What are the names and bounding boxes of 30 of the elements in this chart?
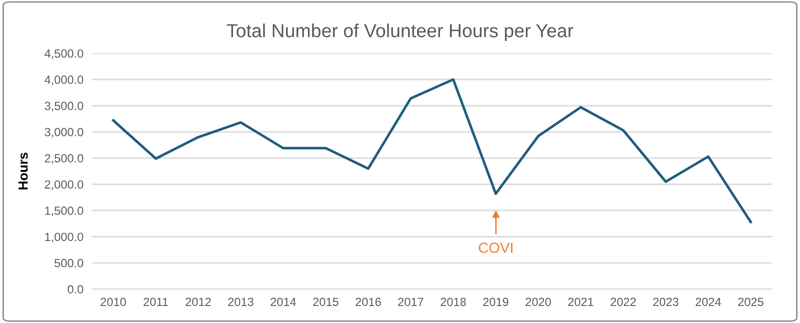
x-tick-label: 2021 [568,298,594,306]
y-tick-label: 3,000.0 [44,128,84,138]
line-series [112,78,752,224]
x-tick-label: 2011 [144,298,168,306]
x-tick-label: 2016 [356,298,381,306]
y-tick-label: 3,500.0 [44,102,84,112]
x-tick-label: 2023 [653,298,678,306]
x-tick-label: 2020 [526,298,551,306]
x-tick-label: 2014 [270,298,296,306]
y-tick-label: 4,500.0 [44,49,84,60]
x-tick-label: 2024 [696,298,722,306]
x-tick-label: 2022 [610,298,636,306]
chart-title: Total Number of Volunteer Hours per Year [226,24,574,42]
annotation: COVI [478,242,512,253]
x-tick-label: 2015 [313,298,338,306]
y-tick-label: 4,000.0 [44,76,84,86]
x-tick-label: 2019 [483,298,508,306]
x-tick-label: 2018 [440,298,466,306]
y-tick-label: 1,500.0 [45,206,84,216]
x-tick-label: 2025 [738,298,764,306]
y-tick-label: 500.0 [54,258,84,268]
x-tick-label: 2017 [398,298,424,306]
y-tick-label: 2,500.0 [44,154,84,164]
y-axis-title: Hours [18,152,28,190]
y-tick-label: 1,000.0 [45,232,84,242]
x-tick-label: 2013 [228,298,254,306]
y-tick-label: 0.0 [68,285,84,294]
x-tick-label: 2010 [100,298,126,306]
y-tick-label: 2,000.0 [44,180,84,190]
x-tick-label: 2012 [186,298,211,306]
